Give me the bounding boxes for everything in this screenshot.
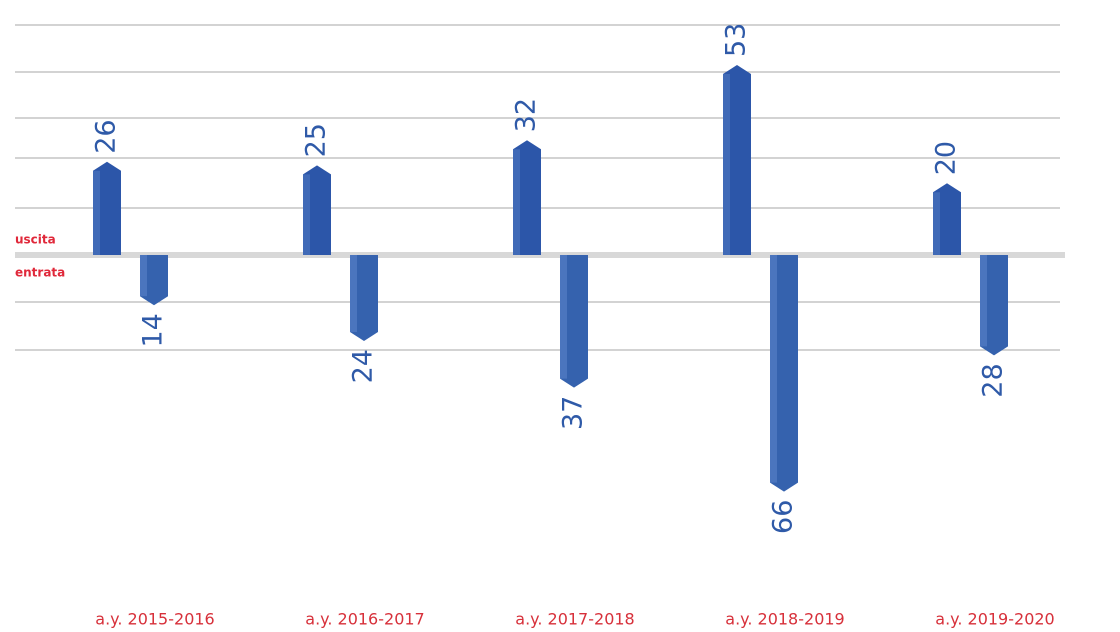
series-label: entrata [15,266,65,280]
x-tick-label: a.y. 2019-2020 [935,610,1054,629]
data-label: 28 [978,363,1009,397]
data-label: 14 [138,313,169,347]
data-label: 26 [91,119,122,153]
bar-shade [770,255,777,483]
bar-shade [350,255,357,333]
bar-shade [140,255,147,297]
bar-shade [560,255,567,379]
data-label: 53 [721,23,752,57]
data-label: 66 [768,500,799,534]
x-tick-label: a.y. 2017-2018 [515,610,634,629]
data-label: 32 [511,98,542,132]
series-label: uscita [15,233,56,247]
data-label: 24 [348,349,379,383]
x-tick-label: a.y. 2015-2016 [95,610,214,629]
data-label: 20 [931,141,962,175]
data-label: 25 [301,123,332,157]
x-tick-label: a.y. 2016-2017 [305,610,424,629]
x-tick-label: a.y. 2018-2019 [725,610,844,629]
data-label: 37 [558,396,589,430]
bar-shade [93,170,100,255]
bar-shade [933,192,940,255]
bar-shade [513,149,520,255]
bar-shade [723,74,730,255]
bar-shade [980,255,987,347]
bar-shade [303,174,310,255]
